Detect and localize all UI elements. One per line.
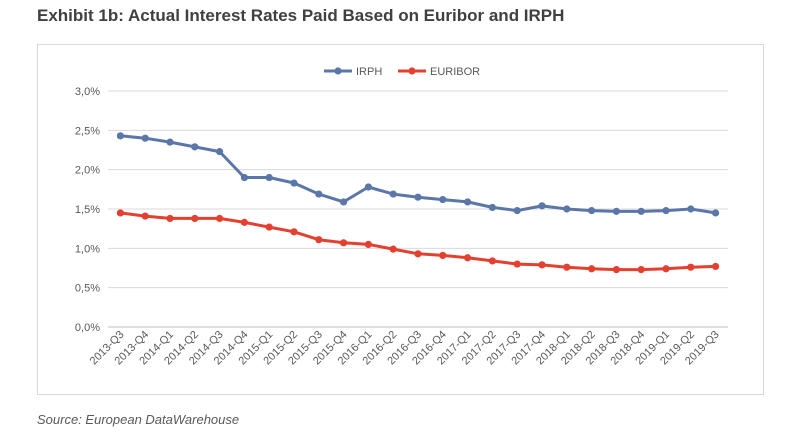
y-tick-label: 2,5%	[75, 125, 100, 137]
y-tick-label: 0,5%	[75, 283, 100, 295]
data-point-irph	[166, 138, 174, 146]
data-point-euribor	[538, 261, 546, 269]
legend-label-euribor: EURIBOR	[430, 66, 480, 78]
legend-marker-irph	[334, 67, 342, 75]
data-point-irph	[340, 198, 348, 206]
data-point-euribor	[414, 250, 422, 258]
y-tick-label: 1,0%	[75, 243, 100, 255]
data-point-irph	[141, 134, 149, 142]
series-line-irph	[118, 134, 718, 215]
data-point-euribor	[712, 262, 720, 271]
y-tick-label: 1,5%	[75, 204, 100, 216]
data-point-euribor	[290, 228, 298, 236]
data-point-irph	[637, 207, 645, 215]
data-point-irph	[513, 206, 521, 215]
data-point-euribor	[662, 265, 670, 273]
data-point-euribor	[687, 263, 695, 271]
data-point-irph	[464, 198, 472, 206]
data-point-irph	[290, 179, 298, 187]
data-point-irph	[191, 143, 199, 151]
data-point-irph	[687, 205, 695, 213]
data-point-euribor	[389, 245, 397, 253]
data-point-irph	[662, 206, 670, 215]
data-point-euribor	[488, 257, 496, 265]
data-point-irph	[265, 173, 273, 182]
data-point-euribor	[191, 214, 199, 223]
data-point-euribor	[364, 240, 372, 248]
data-point-irph	[116, 132, 124, 140]
data-point-euribor	[265, 223, 273, 231]
data-point-euribor	[116, 209, 124, 217]
data-point-irph	[488, 203, 496, 212]
data-point-euribor	[513, 260, 521, 268]
data-point-euribor	[216, 214, 224, 223]
line-chart: 0,0%0,5%1,0%1,5%2,0%2,5%3,0% 2013-Q32013…	[75, 66, 728, 367]
data-point-irph	[563, 205, 571, 213]
data-point-euribor	[166, 214, 174, 223]
legend-marker-euribor	[408, 67, 416, 75]
data-point-euribor	[637, 265, 645, 274]
data-point-irph	[612, 207, 621, 215]
data-point-irph	[315, 190, 323, 198]
chart-frame: 0,0% 0,5% 1,0% 1,5% 2,0% 2,5% 3,0% 2013-Q3 2013…	[37, 44, 764, 395]
y-tick-label: 0,0%	[75, 322, 100, 334]
series-line-euribor	[118, 211, 718, 272]
source-note: Source: European DataWarehouse	[37, 412, 240, 427]
data-point-irph	[240, 173, 248, 182]
data-point-euribor	[141, 212, 149, 220]
y-tick-label: 3,0%	[75, 86, 100, 98]
data-point-irph	[414, 193, 422, 201]
data-point-euribor	[439, 251, 447, 260]
data-point-euribor	[340, 239, 348, 247]
y-tick-label: 2,0%	[75, 165, 100, 177]
data-point-euribor	[315, 236, 323, 244]
data-point-irph	[364, 183, 372, 191]
data-point-euribor	[612, 265, 621, 274]
data-point-irph	[216, 147, 224, 156]
data-point-irph	[712, 209, 720, 217]
chart-title: Exhibit 1b: Actual Interest Rates Paid B…	[37, 6, 565, 25]
data-point-irph	[588, 206, 596, 215]
data-point-irph	[439, 195, 447, 204]
data-point-irph	[538, 202, 546, 210]
data-point-euribor	[563, 263, 571, 271]
data-point-euribor	[588, 265, 596, 273]
data-point-euribor	[240, 218, 248, 226]
data-point-euribor	[464, 254, 472, 262]
legend-label-irph: IRPH	[356, 66, 382, 78]
data-point-irph	[389, 190, 397, 198]
